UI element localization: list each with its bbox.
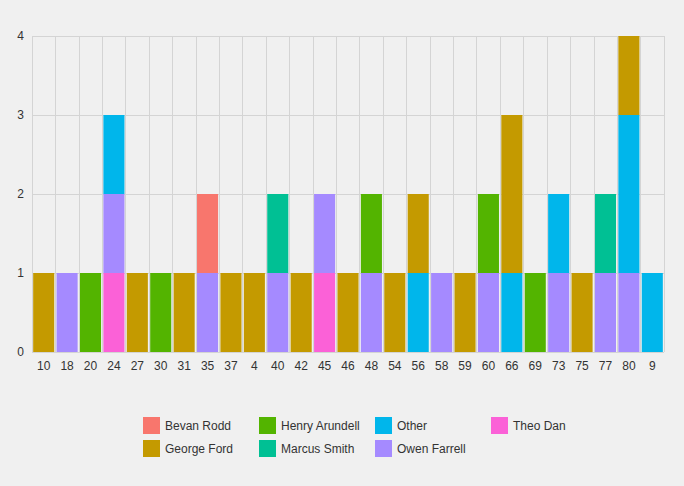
svg-text:Marcus Smith: Marcus Smith	[281, 442, 354, 456]
svg-text:Owen Farrell: Owen Farrell	[397, 442, 466, 456]
svg-text:30: 30	[154, 359, 168, 373]
svg-text:27: 27	[131, 359, 145, 373]
svg-text:3: 3	[17, 108, 24, 122]
svg-text:58: 58	[435, 359, 449, 373]
svg-text:75: 75	[575, 359, 589, 373]
svg-text:20: 20	[84, 359, 98, 373]
svg-text:24: 24	[107, 359, 121, 373]
svg-text:66: 66	[505, 359, 519, 373]
svg-text:2: 2	[17, 187, 24, 201]
svg-text:10: 10	[37, 359, 51, 373]
svg-text:73: 73	[552, 359, 566, 373]
svg-text:Bevan Rodd: Bevan Rodd	[165, 419, 231, 433]
svg-text:45: 45	[318, 359, 332, 373]
svg-text:40: 40	[271, 359, 285, 373]
svg-text:4: 4	[17, 29, 24, 43]
svg-text:77: 77	[599, 359, 613, 373]
svg-text:48: 48	[365, 359, 379, 373]
svg-text:37: 37	[224, 359, 238, 373]
svg-text:35: 35	[201, 359, 215, 373]
svg-text:George Ford: George Ford	[165, 442, 233, 456]
svg-text:31: 31	[177, 359, 191, 373]
svg-text:42: 42	[295, 359, 309, 373]
svg-text:Henry Arundell: Henry Arundell	[281, 419, 360, 433]
svg-text:56: 56	[412, 359, 426, 373]
svg-text:69: 69	[529, 359, 543, 373]
svg-text:Theo Dan: Theo Dan	[513, 419, 566, 433]
svg-text:46: 46	[341, 359, 355, 373]
svg-text:18: 18	[60, 359, 74, 373]
svg-text:4: 4	[251, 359, 258, 373]
svg-text:9: 9	[649, 359, 656, 373]
svg-text:60: 60	[482, 359, 496, 373]
svg-text:1: 1	[17, 266, 24, 280]
svg-text:0: 0	[17, 345, 24, 359]
svg-text:54: 54	[388, 359, 402, 373]
svg-text:Other: Other	[397, 419, 427, 433]
svg-text:80: 80	[622, 359, 636, 373]
svg-text:59: 59	[458, 359, 472, 373]
